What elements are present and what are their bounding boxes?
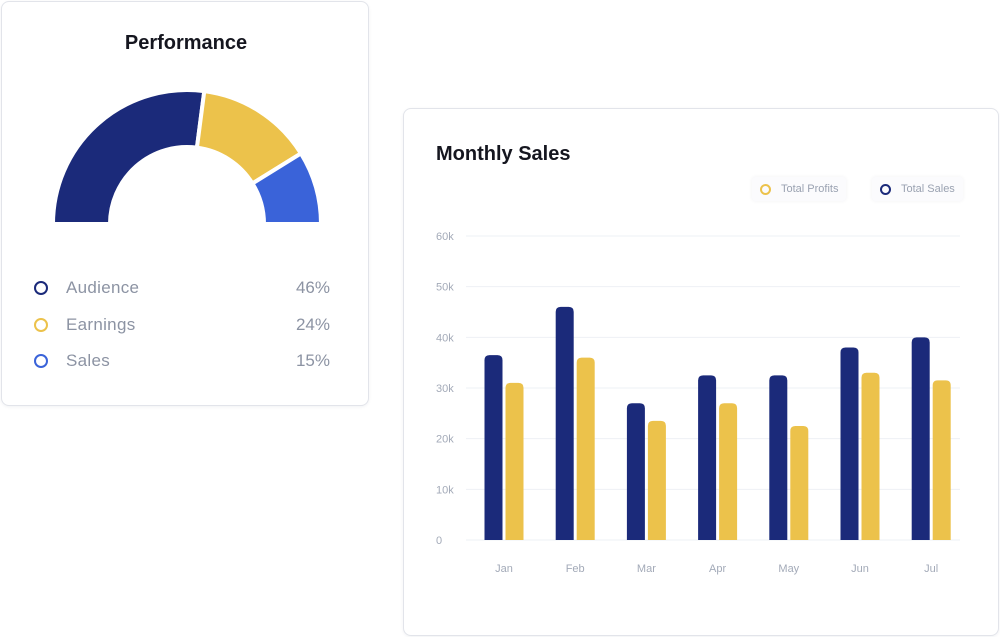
x-tick-label: Mar (637, 563, 656, 575)
y-tick-label: 20k (436, 434, 454, 446)
legend-value: 15% (295, 351, 330, 370)
legend-value: 46% (295, 278, 330, 297)
y-tick-label: 10k (436, 484, 454, 496)
legend-dot (34, 318, 48, 332)
bar-total-sales-jan[interactable] (484, 355, 503, 540)
y-tick-label: 30k (436, 383, 454, 395)
x-tick-label: Jun (851, 563, 869, 575)
legend-dot (34, 354, 48, 368)
series-legend-total-profits[interactable]: Total Profits (752, 177, 847, 201)
x-tick-label: Jan (495, 563, 513, 575)
bar-total-profits-apr[interactable] (719, 403, 738, 540)
bar-total-profits-feb[interactable] (576, 357, 595, 540)
bar-total-sales-may[interactable] (769, 375, 788, 540)
y-tick-label: 0 (436, 535, 442, 547)
bar-total-profits-jul[interactable] (932, 380, 951, 540)
y-tick-label: 60k (436, 231, 454, 243)
x-tick-label: Apr (709, 563, 726, 575)
series-label: Total Sales (901, 183, 955, 195)
series-legend-total-sales[interactable]: Total Sales (872, 177, 963, 201)
monthly-sales-title: Monthly Sales (436, 143, 571, 165)
bar-total-sales-feb[interactable] (555, 306, 574, 540)
donut-segment-audience[interactable] (51, 88, 207, 226)
legend-label: Earnings (66, 315, 136, 334)
series-dot (880, 183, 891, 195)
series-dot (760, 183, 771, 195)
series-label: Total Profits (781, 183, 839, 195)
monthly-sales-bar-chart: 0 10k 20k 30k 40k 50k 60k Jan Feb Mar Apr May Jun Jul (436, 231, 960, 575)
legend-row-sales: Sales 15% (34, 348, 330, 374)
bar-total-profits-jan[interactable] (505, 382, 524, 540)
x-tick-label: May (778, 563, 799, 575)
monthly-sales-card: 0 10k 20k 30k 40k 50k 60k Jan Feb Mar Apr May Jun Jul… (403, 108, 999, 636)
legend-row-audience: Audience 46% (34, 275, 330, 301)
x-tick-label: Feb (566, 563, 585, 575)
bar-total-profits-may[interactable] (790, 426, 809, 540)
legend-label: Audience (66, 278, 140, 297)
y-tick-label: 40k (436, 332, 454, 344)
bar-total-sales-jul[interactable] (911, 337, 930, 540)
legend-value: 24% (295, 315, 330, 334)
bar-total-profits-jun[interactable] (861, 372, 880, 540)
legend-label: Sales (66, 351, 111, 370)
bar-total-sales-mar[interactable] (626, 403, 645, 540)
bar-total-sales-apr[interactable] (698, 375, 717, 540)
bar-total-sales-jun[interactable] (840, 347, 859, 540)
performance-half-donut-chart (51, 88, 323, 226)
bar-total-profits-mar[interactable] (647, 420, 666, 540)
y-tick-label: 50k (436, 282, 454, 294)
x-tick-label: Jul (924, 563, 938, 575)
performance-title: Performance (124, 32, 248, 54)
legend-row-earnings: Earnings 24% (34, 312, 330, 338)
legend-dot (34, 281, 48, 295)
donut-segment-sales[interactable] (250, 151, 323, 226)
performance-card: Performance Audience 46% Earnings 24% Sa… (1, 1, 369, 406)
